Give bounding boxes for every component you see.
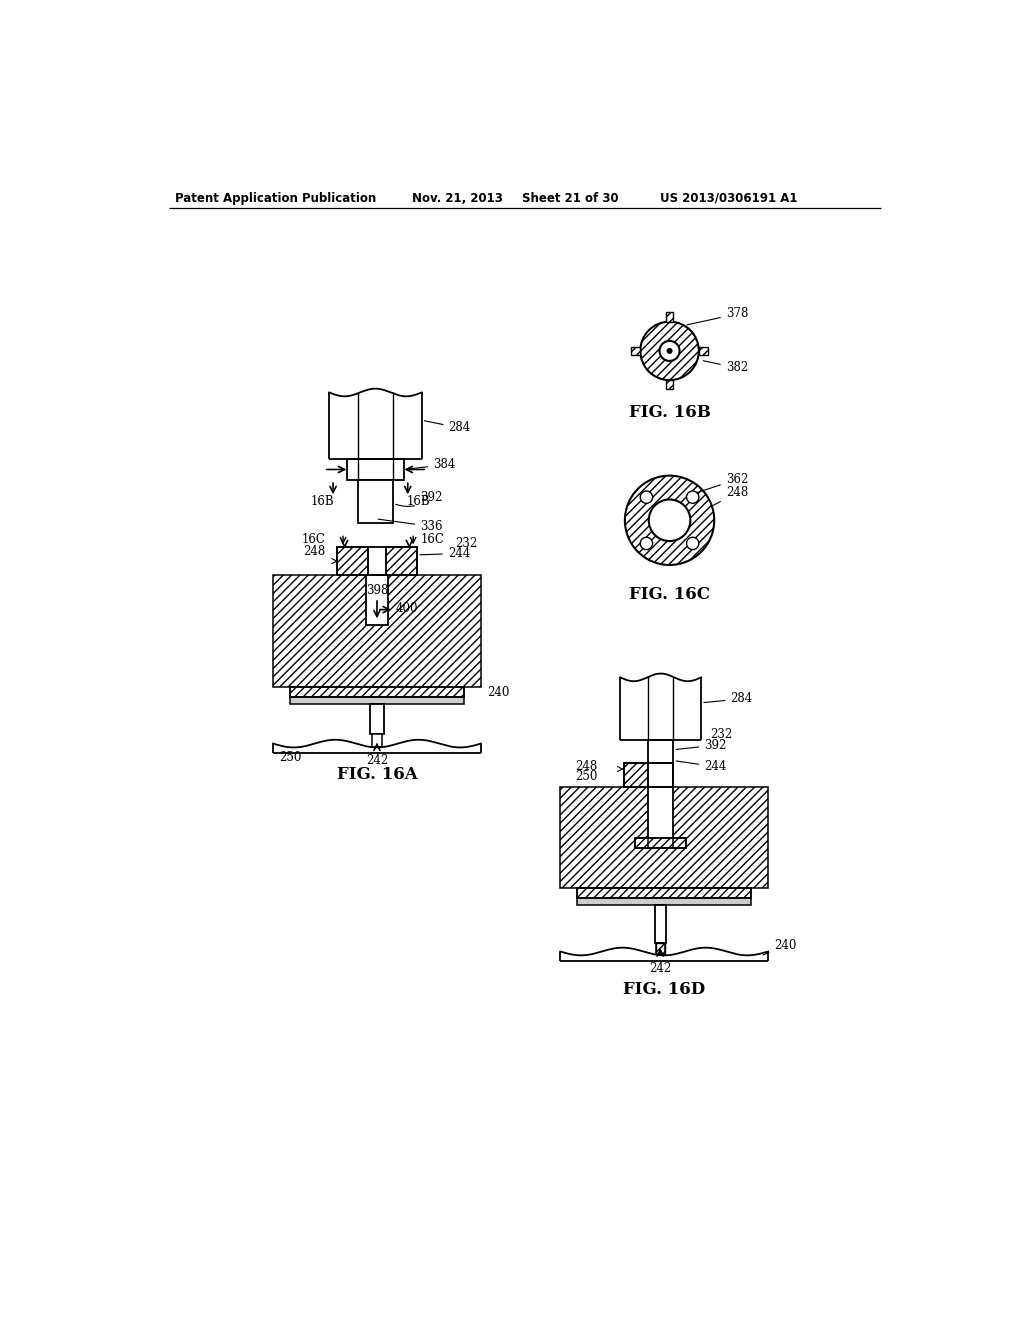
Bar [666, 313, 674, 322]
Bar [386, 548, 417, 576]
Text: 250: 250 [280, 751, 301, 764]
Text: 384: 384 [407, 458, 456, 471]
Text: 240: 240 [487, 686, 510, 700]
Bar [656, 942, 665, 954]
Text: 16C: 16C [302, 533, 326, 546]
Bar [578, 887, 752, 898]
Bar [648, 788, 674, 841]
Bar [698, 347, 708, 355]
Bar [290, 697, 464, 705]
Bar [648, 739, 674, 763]
Bar [578, 887, 752, 898]
Circle shape [625, 475, 714, 565]
Bar [656, 942, 665, 954]
Text: US 2013/0306191 A1: US 2013/0306191 A1 [660, 191, 798, 205]
Bar [370, 705, 384, 734]
Text: Nov. 21, 2013: Nov. 21, 2013 [412, 191, 503, 205]
Circle shape [649, 499, 690, 541]
Bar [625, 763, 648, 788]
Bar [578, 898, 752, 904]
Text: 232: 232 [711, 727, 732, 741]
Text: Patent Application Publication: Patent Application Publication [175, 191, 377, 205]
Text: 382: 382 [703, 360, 748, 375]
Text: FIG. 16A: FIG. 16A [337, 766, 418, 783]
Text: 240: 240 [763, 939, 797, 956]
Bar [666, 380, 674, 389]
Text: Sheet 21 of 30: Sheet 21 of 30 [521, 191, 618, 205]
Text: 250: 250 [574, 770, 597, 783]
Text: 16B: 16B [407, 495, 430, 508]
Text: 16B: 16B [310, 495, 334, 508]
Text: 362: 362 [696, 473, 749, 492]
Bar [625, 763, 674, 788]
Text: FIG. 16B: FIG. 16B [629, 404, 711, 421]
Text: 336: 336 [378, 519, 442, 533]
Text: 242: 242 [366, 754, 388, 767]
Bar [635, 837, 686, 849]
Text: FIG. 16C: FIG. 16C [629, 586, 710, 603]
Text: 16C: 16C [421, 533, 444, 546]
Text: 248: 248 [574, 760, 597, 774]
Bar [372, 734, 382, 747]
Text: 244: 244 [420, 546, 470, 560]
Bar [635, 837, 686, 849]
Bar [347, 459, 403, 480]
Bar [560, 788, 768, 887]
Text: 392: 392 [395, 491, 442, 507]
Text: 398: 398 [366, 583, 388, 597]
Text: FIG. 16D: FIG. 16D [623, 982, 706, 998]
Text: 248: 248 [713, 486, 748, 506]
Text: 244: 244 [676, 760, 727, 774]
Text: 284: 284 [424, 421, 471, 434]
Bar [273, 576, 481, 686]
Text: 400: 400 [395, 602, 418, 615]
Bar [655, 904, 667, 942]
Text: 284: 284 [703, 693, 753, 705]
Bar [631, 347, 640, 355]
Text: 248: 248 [303, 545, 325, 557]
Circle shape [668, 348, 672, 354]
Circle shape [659, 341, 680, 360]
Bar [290, 686, 464, 697]
Circle shape [640, 322, 698, 380]
Text: 232: 232 [456, 537, 478, 550]
Bar [337, 548, 417, 576]
Text: 378: 378 [687, 308, 749, 325]
Bar [337, 548, 368, 576]
Circle shape [640, 491, 652, 503]
Circle shape [640, 537, 652, 549]
Bar [357, 480, 393, 523]
Text: 392: 392 [676, 739, 727, 751]
Bar [367, 576, 388, 626]
Bar [290, 686, 464, 697]
Text: 242: 242 [649, 962, 672, 975]
Circle shape [686, 537, 698, 549]
Circle shape [686, 491, 698, 503]
